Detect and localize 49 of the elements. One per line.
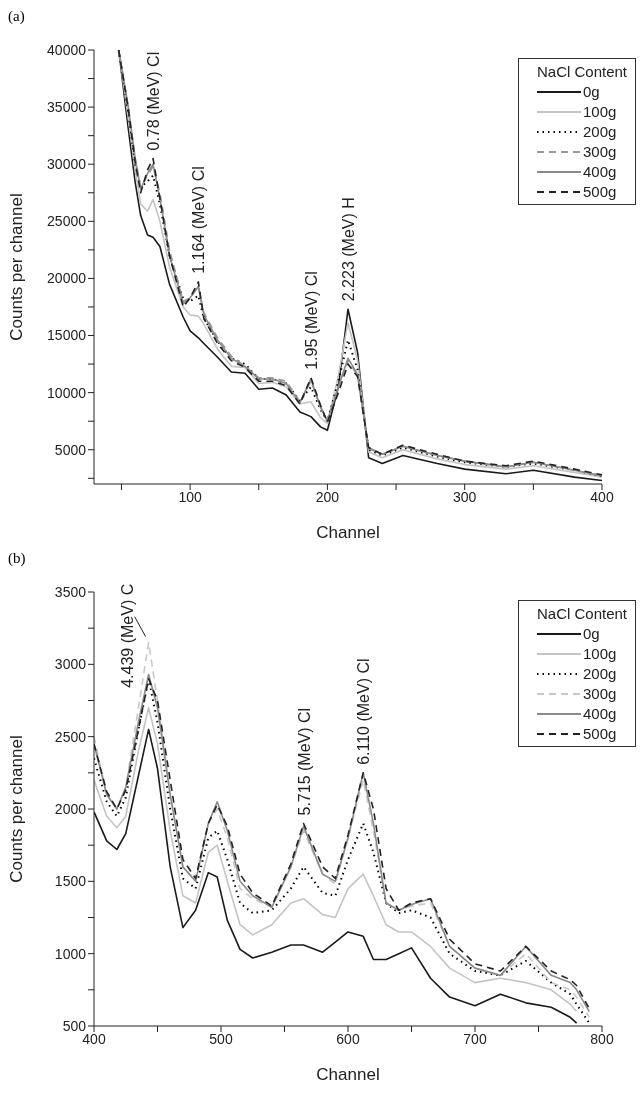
chart-title: (b) [8,550,27,568]
y-tick-label: 20000 [47,270,87,287]
y-tick-label: 30000 [47,156,87,173]
x-tick-label: 500 [209,1030,233,1047]
y-tick-label: 5000 [54,441,87,458]
legend-label: 0g [582,82,600,102]
y-tick-label: 10000 [47,384,87,401]
x-axis-title: Channel [316,523,380,542]
annotation: 0.78 (MeV) Cl [145,51,163,151]
legend-label: 200g [582,664,617,684]
legend-label: 500g [582,182,617,202]
y-axis-title: Counts per channel [7,193,27,341]
y-tick-label: 2500 [54,728,87,745]
legend-label: 0g [582,624,600,644]
legend-label: 500g [582,724,617,744]
x-tick-label: 600 [336,1030,360,1047]
annotation: 5.715 (MeV) Cl [295,707,313,816]
x-tick-label: 100 [178,488,202,505]
annotation: 2.223 (MeV) H [340,197,357,302]
y-tick-label: 35000 [47,99,87,116]
legend-label: 300g [582,684,617,704]
annotation: 6.110 (MeV) Cl [355,658,373,765]
x-tick-label: 800 [590,1030,614,1047]
x-tick-label: 400 [590,488,614,505]
legend-label: 400g [582,704,617,724]
x-tick-label: 700 [463,1030,487,1047]
y-tick-label: 3000 [54,656,87,673]
legend-title: NaCl Content [536,62,627,82]
y-tick-label: 40000 [47,41,87,58]
legend-label: 100g [582,644,617,664]
y-tick-label: 15000 [47,327,87,344]
y-tick-label: 3500 [54,583,87,600]
y-tick-label: 25000 [47,213,87,230]
legend-label: 300g [582,142,617,162]
annotation: 1.164 (MeV) Cl [190,166,208,274]
y-tick-label: 2000 [54,800,87,817]
legend-label: 400g [582,162,617,182]
legend-label: 200g [582,122,617,142]
legend-title: NaCl Content [536,604,627,624]
y-axis-title: Counts per channel [7,735,27,883]
chart-title: (a) [8,8,26,26]
x-tick-label: 300 [453,488,477,505]
annotation: 1.95 (MeV) Cl [302,271,320,370]
annotation: 4.439 (MeV) C [118,583,136,688]
x-tick-label: 200 [315,488,340,505]
x-axis-title: Channel [316,1065,380,1084]
y-tick-label: 1500 [54,873,87,890]
y-tick-label: 1000 [54,945,87,962]
legend-label: 100g [582,102,617,122]
